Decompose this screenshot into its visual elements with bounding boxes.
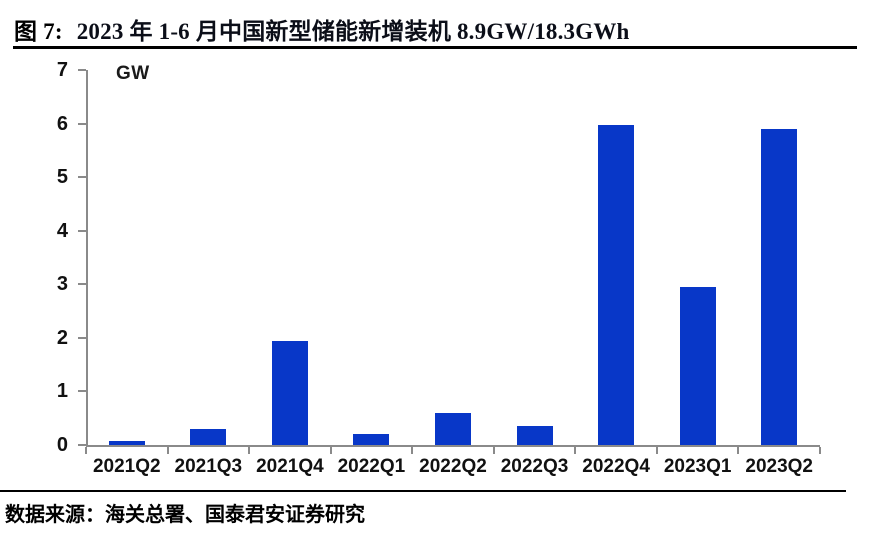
title-underline	[13, 46, 857, 49]
x-axis-tick	[819, 447, 821, 454]
x-axis-label-2021q4: 2021Q4	[256, 456, 324, 477]
y-axis-tick-label: 5	[56, 166, 68, 189]
figure-title-text: 2023 年 1-6 月中国新型储能新增装机 8.9GW/18.3GWh	[76, 19, 630, 44]
y-axis-tick	[78, 444, 86, 446]
bar-2021q4	[271, 340, 308, 445]
x-axis-label-2022q2: 2022Q2	[419, 456, 487, 477]
bar-2023q1	[679, 286, 716, 445]
y-axis-tick-label: 6	[56, 112, 68, 135]
figure-title: 图 7: 2023 年 1-6 月中国新型储能新增装机 8.9GW/18.3GWh	[14, 12, 630, 46]
bar-2021q2	[108, 440, 145, 445]
x-axis-tick	[411, 447, 414, 454]
x-axis-tick	[574, 447, 577, 454]
y-axis-tick	[78, 336, 86, 339]
x-axis-tick	[166, 447, 169, 454]
x-axis-label-2022q1: 2022Q1	[337, 456, 406, 477]
bar-2023q2	[761, 128, 798, 445]
bar-2022q3	[516, 426, 553, 445]
footer-divider	[0, 490, 846, 492]
x-axis-line	[86, 445, 820, 447]
x-axis-label-2022q4: 2022Q4	[582, 456, 650, 477]
bar-2021q3	[190, 428, 227, 445]
bar-2022q4	[598, 125, 635, 445]
y-axis-tick-label: 3	[56, 273, 68, 296]
y-axis-tick-label: 7	[56, 59, 68, 81]
y-axis-tick-label: 2	[56, 326, 68, 349]
y-axis-tick-label: 1	[56, 380, 68, 403]
x-axis-label-2023q2: 2023Q2	[745, 456, 814, 477]
x-axis-tick	[248, 447, 251, 454]
x-axis-tick	[655, 447, 658, 454]
x-axis-tick	[85, 447, 87, 454]
figure-number-label: 图 7:	[14, 19, 63, 44]
y-axis-tick	[78, 283, 86, 286]
y-axis-tick-label: 4	[56, 219, 68, 242]
data-source-note: 数据来源：海关总署、国泰君安证券研究	[5, 504, 365, 526]
y-axis-line	[86, 70, 88, 447]
x-axis-label-2022q3: 2022Q3	[500, 456, 569, 477]
x-axis-label-2021q3: 2021Q3	[174, 456, 243, 477]
x-axis-label-2023q1: 2023Q1	[663, 456, 732, 477]
bar-2022q1	[353, 434, 390, 445]
y-axis-tick	[78, 229, 86, 232]
y-axis-tick	[78, 122, 86, 125]
y-axis-tick	[78, 69, 86, 71]
x-axis-tick	[329, 447, 332, 454]
bar-2022q2	[435, 412, 471, 445]
x-axis-tick	[492, 447, 495, 454]
x-axis-label-2021q2: 2021Q2	[92, 456, 161, 477]
y-axis-tick-label: 0	[56, 434, 68, 456]
y-axis-unit-label: GW	[116, 63, 150, 84]
y-axis-tick	[78, 176, 86, 179]
y-axis-tick	[78, 390, 86, 393]
x-axis-tick	[737, 447, 740, 454]
